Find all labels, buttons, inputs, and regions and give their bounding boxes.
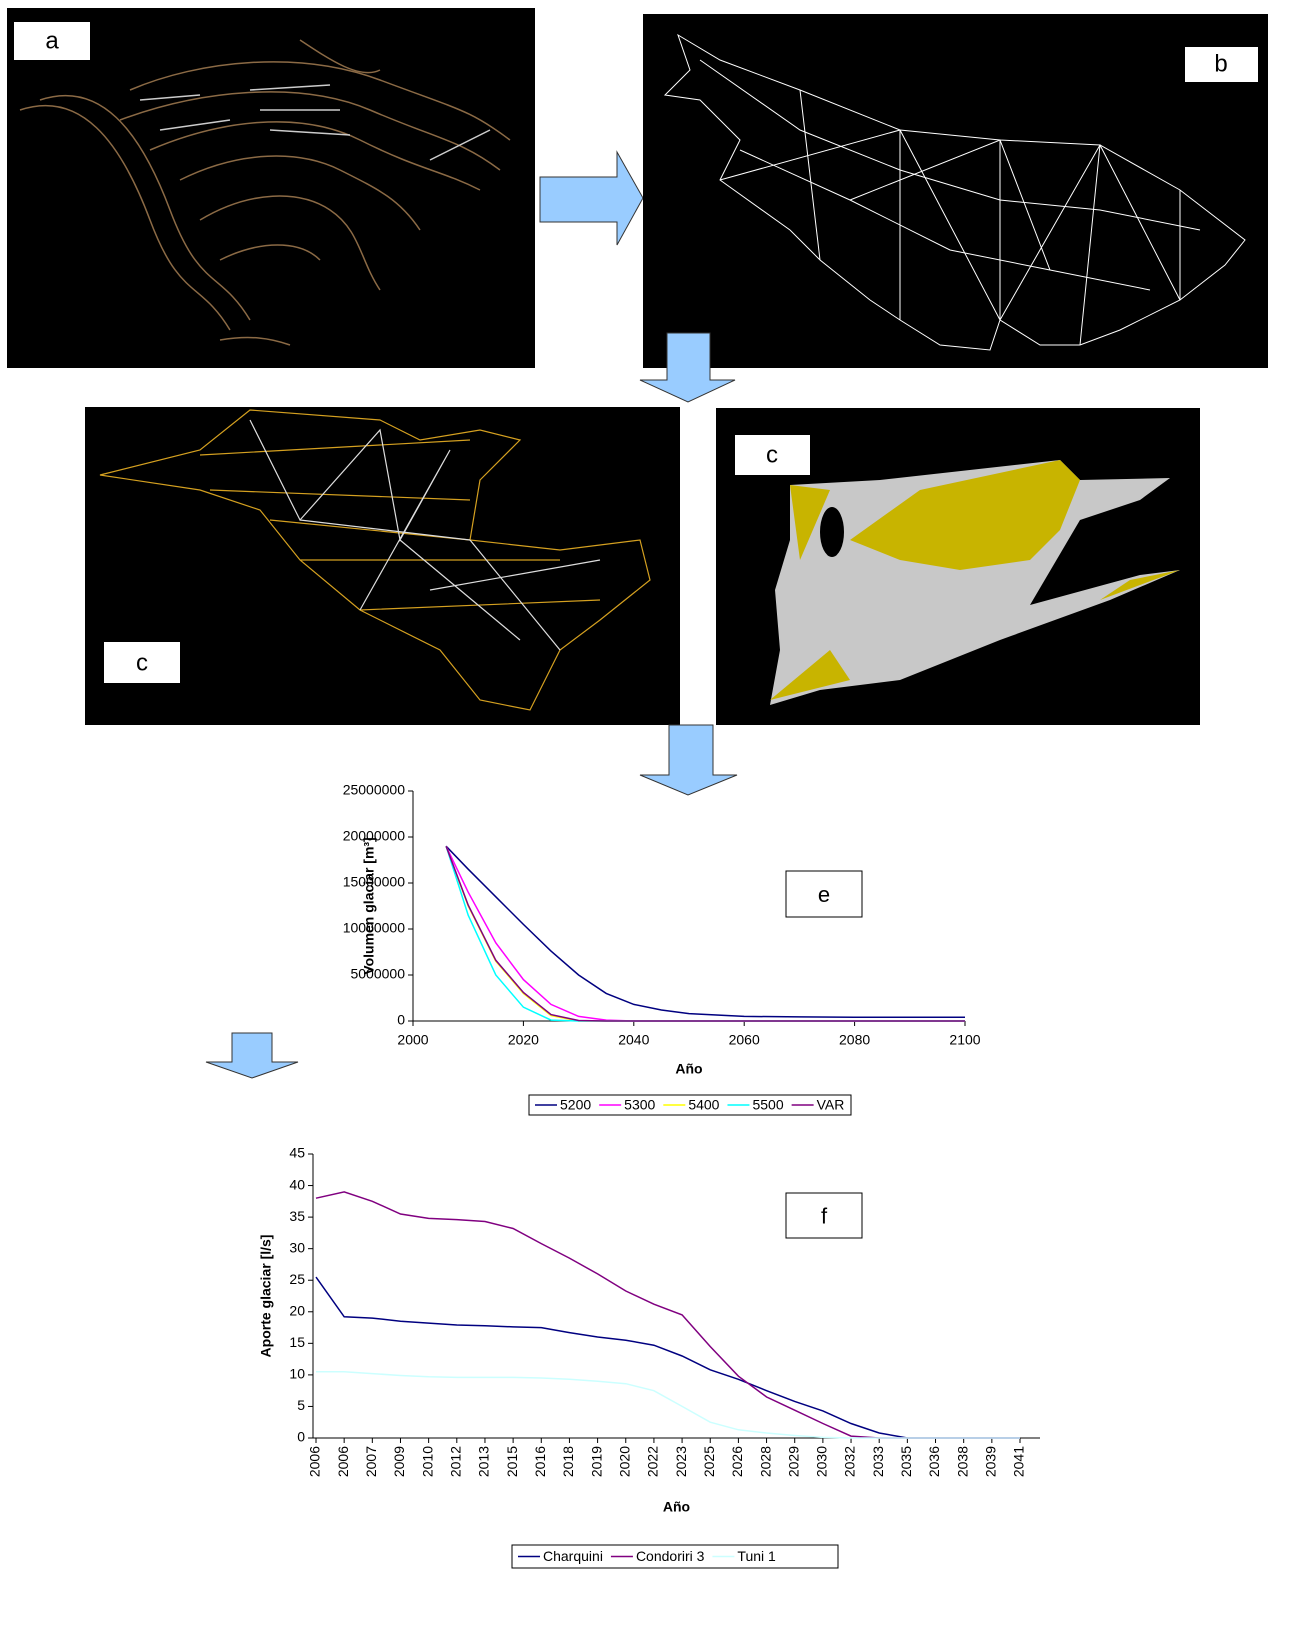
series-line	[316, 1192, 1020, 1438]
legend-label: 5200	[560, 1097, 591, 1113]
y-tick-label: 0	[297, 1429, 305, 1445]
legend-label: VAR	[817, 1097, 845, 1113]
x-tick-label: 2039	[983, 1446, 999, 1477]
arrow	[540, 152, 643, 245]
x-tick-label: 2060	[729, 1032, 760, 1048]
y-tick-label: 40	[289, 1176, 305, 1192]
legend-label: Condoriri 3	[636, 1548, 705, 1564]
y-tick-label: 20	[289, 1302, 305, 1318]
x-tick-label: 2000	[397, 1032, 428, 1048]
y-axis-title: Volumen glaciar [m³]	[361, 837, 377, 974]
y-tick-label: 15	[289, 1334, 305, 1350]
x-tick-label: 2015	[504, 1446, 520, 1477]
panel-label: a	[45, 27, 59, 54]
x-tick-label: 2028	[757, 1446, 773, 1477]
x-tick-label: 2029	[785, 1446, 801, 1477]
x-tick-label: 2016	[532, 1446, 548, 1477]
y-tick-label: 5000000	[350, 966, 405, 982]
series-line	[316, 1372, 1020, 1438]
y-tick-label: 0	[397, 1012, 405, 1028]
x-tick-label: 2033	[870, 1446, 886, 1477]
x-tick-label: 2012	[448, 1446, 464, 1477]
legend-label: 5400	[688, 1097, 719, 1113]
panel-b	[643, 14, 1268, 368]
y-tick-label: 10	[289, 1366, 305, 1382]
x-tick-label: 2018	[560, 1446, 576, 1477]
x-tick-label: 2100	[949, 1032, 980, 1048]
series-line	[316, 1277, 1020, 1438]
y-tick-label: 5	[297, 1397, 305, 1413]
panel-label: c	[766, 441, 778, 468]
x-tick-label: 2006	[307, 1446, 323, 1477]
arrow	[640, 725, 737, 795]
series-line	[446, 846, 965, 1017]
x-tick-label: 2009	[391, 1446, 407, 1477]
x-tick-label: 2019	[588, 1446, 604, 1477]
x-tick-label: 2020	[616, 1446, 632, 1477]
legend-label: Tuni 1	[737, 1548, 776, 1564]
figure: a b c c 05000000100000001500000020000000…	[0, 0, 1315, 1625]
x-tick-label: 2010	[419, 1446, 435, 1477]
hole	[820, 507, 844, 557]
x-tick-label: 2020	[508, 1032, 539, 1048]
x-tick-label: 2006	[335, 1446, 351, 1477]
y-tick-label: 35	[289, 1208, 305, 1224]
legend-label: 5500	[752, 1097, 783, 1113]
x-tick-label: 2040	[618, 1032, 649, 1048]
y-tick-label: 25	[289, 1271, 305, 1287]
x-tick-label: 2041	[1011, 1446, 1027, 1477]
x-axis-title: Año	[663, 1499, 690, 1515]
series-line	[446, 846, 965, 1021]
x-tick-label: 2022	[645, 1446, 661, 1477]
x-tick-label: 2035	[898, 1446, 914, 1477]
y-tick-label: 30	[289, 1239, 305, 1255]
y-tick-label: 45	[289, 1145, 305, 1161]
panel-label: b	[1214, 50, 1227, 77]
arrow	[206, 1033, 298, 1078]
y-axis-title: Aporte glaciar [l/s]	[258, 1235, 274, 1358]
x-tick-label: 2023	[673, 1446, 689, 1477]
x-tick-label: 2036	[926, 1446, 942, 1477]
legend-label: 5300	[624, 1097, 655, 1113]
x-tick-label: 2080	[839, 1032, 870, 1048]
x-tick-label: 2032	[842, 1446, 858, 1477]
annotation: f	[821, 1203, 828, 1228]
x-tick-label: 2007	[363, 1446, 379, 1477]
y-tick-label: 25000000	[343, 782, 406, 798]
x-tick-label: 2013	[476, 1446, 492, 1477]
legend-label: Charquini	[543, 1548, 603, 1564]
x-tick-label: 2025	[701, 1446, 717, 1477]
x-tick-label: 2030	[814, 1446, 830, 1477]
x-axis-title: Año	[675, 1061, 702, 1077]
annotation: e	[818, 882, 830, 907]
x-tick-label: 2038	[954, 1446, 970, 1477]
x-tick-label: 2026	[729, 1446, 745, 1477]
panel-label: c	[136, 649, 148, 676]
